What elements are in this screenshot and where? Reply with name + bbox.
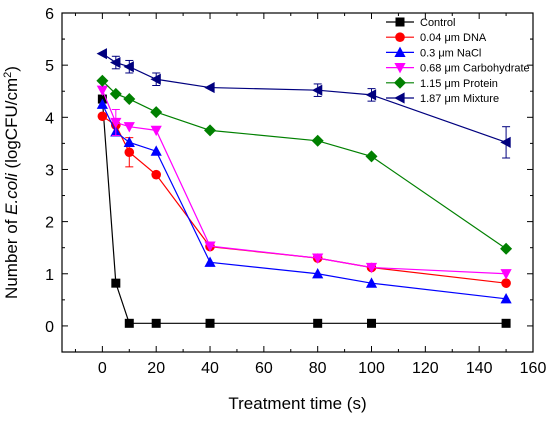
series bbox=[97, 94, 511, 328]
y-axis-label-superscript: 2 bbox=[2, 72, 14, 78]
data-point bbox=[205, 318, 215, 328]
data-point bbox=[151, 169, 161, 180]
legend-item: 1.15 μm Protein bbox=[386, 76, 498, 90]
data-point bbox=[365, 262, 378, 274]
y-tick-label: 3 bbox=[45, 162, 54, 179]
y-tick-label: 1 bbox=[45, 267, 54, 284]
series bbox=[96, 85, 512, 280]
y-tick-label: 4 bbox=[45, 110, 54, 127]
data-point bbox=[311, 134, 324, 147]
y-tick-label: 5 bbox=[45, 58, 54, 75]
data-point bbox=[500, 242, 513, 255]
legend-item: 0.68 μm Carbohydrate bbox=[386, 63, 530, 75]
data-point bbox=[365, 89, 377, 101]
data-point bbox=[97, 111, 108, 122]
data-point bbox=[123, 61, 134, 73]
legend-swatch-marker bbox=[395, 32, 405, 42]
legend-label: 0.3 μm NaCl bbox=[420, 47, 481, 59]
data-point bbox=[204, 256, 216, 267]
legend-swatch-marker bbox=[394, 76, 406, 89]
legend: Control 0.04 μm DNA 0.3 μm NaCl 0.68 μm Car… bbox=[386, 17, 530, 105]
y-axis-label-part: (logCFU/cm bbox=[2, 78, 21, 173]
data-point bbox=[367, 318, 377, 328]
legend-item: Control bbox=[386, 17, 455, 29]
legend-item: 0.3 μm NaCl bbox=[386, 46, 481, 59]
legend-label: 1.15 μm Protein bbox=[420, 78, 498, 90]
legend-swatch-marker bbox=[395, 17, 405, 27]
data-point bbox=[204, 241, 216, 252]
data-point bbox=[109, 87, 122, 100]
data-point bbox=[96, 48, 107, 60]
x-tick-label: 40 bbox=[201, 360, 219, 377]
legend-label: 0.68 μm Carbohydrate bbox=[420, 63, 530, 75]
plot-area: 0 20 40 60 80 100 120 140 160 0 1 2 3 4 5 6 bbox=[45, 6, 546, 377]
y-tick-label: 0 bbox=[45, 319, 54, 336]
data-point bbox=[150, 125, 162, 137]
legend-label: 0.04 μm DNA bbox=[420, 32, 487, 44]
series-line bbox=[101, 89, 507, 275]
data-point bbox=[123, 122, 135, 133]
legend-item: 1.87 μm Mixture bbox=[386, 92, 499, 105]
legend-label: Control bbox=[420, 17, 455, 29]
legend-swatch-marker bbox=[394, 46, 406, 57]
legend-item: 0.04 μm DNA bbox=[386, 32, 487, 44]
y-axis-label-part: Number of bbox=[2, 215, 21, 299]
data-point bbox=[124, 147, 135, 158]
data-point bbox=[500, 293, 512, 304]
x-tick-label: 60 bbox=[255, 360, 273, 377]
data-point bbox=[110, 56, 121, 69]
plot-frame bbox=[61, 12, 534, 353]
y-tick-label: 2 bbox=[45, 215, 54, 232]
x-tick-label: 80 bbox=[309, 360, 327, 377]
series bbox=[96, 98, 512, 304]
data-point bbox=[123, 93, 136, 106]
series-layer bbox=[96, 48, 513, 328]
data-point bbox=[500, 269, 512, 280]
legend-swatch-marker bbox=[394, 92, 405, 104]
data-point bbox=[312, 253, 324, 264]
data-point bbox=[110, 117, 122, 129]
data-point bbox=[501, 318, 511, 328]
series-line bbox=[102, 115, 507, 284]
series-line bbox=[101, 99, 507, 324]
axis-labels: Treatment time (s) Number of E.coli (log… bbox=[2, 66, 367, 413]
data-point bbox=[501, 278, 511, 288]
x-tick-label: 120 bbox=[412, 360, 439, 377]
x-axis-label: Treatment time (s) bbox=[228, 394, 366, 413]
x-tick-label: 140 bbox=[466, 360, 493, 377]
data-point bbox=[123, 136, 135, 147]
data-point bbox=[96, 85, 108, 96]
series bbox=[96, 48, 511, 159]
legend-swatch-marker bbox=[394, 63, 406, 74]
series-line bbox=[101, 104, 507, 300]
data-point bbox=[111, 278, 121, 288]
data-point bbox=[365, 277, 378, 288]
series bbox=[96, 74, 513, 255]
data-point bbox=[311, 84, 323, 96]
x-tick-label: 20 bbox=[147, 360, 165, 377]
y-axis-label: Number of E.coli (logCFU/cm2) bbox=[2, 66, 21, 299]
x-tick-label: 160 bbox=[520, 360, 547, 377]
x-tick-label: 100 bbox=[358, 360, 385, 377]
y-axis-label-italic: E.coli bbox=[2, 172, 21, 215]
data-point bbox=[150, 73, 161, 85]
legend-label: 1.87 μm Mixture bbox=[420, 93, 499, 105]
data-point bbox=[124, 318, 134, 328]
data-point bbox=[204, 81, 215, 94]
data-point bbox=[151, 318, 161, 328]
data-point bbox=[500, 136, 511, 148]
data-point bbox=[313, 318, 323, 328]
data-point bbox=[312, 267, 324, 279]
data-point bbox=[96, 98, 108, 109]
y-axis-label-part: ) bbox=[2, 66, 21, 72]
y-tick-label: 6 bbox=[45, 6, 54, 23]
data-point bbox=[204, 124, 217, 137]
x-tick-label: 0 bbox=[98, 360, 107, 377]
data-point bbox=[150, 106, 163, 119]
data-point bbox=[365, 150, 378, 163]
data-point bbox=[96, 74, 109, 87]
data-point bbox=[150, 145, 162, 156]
